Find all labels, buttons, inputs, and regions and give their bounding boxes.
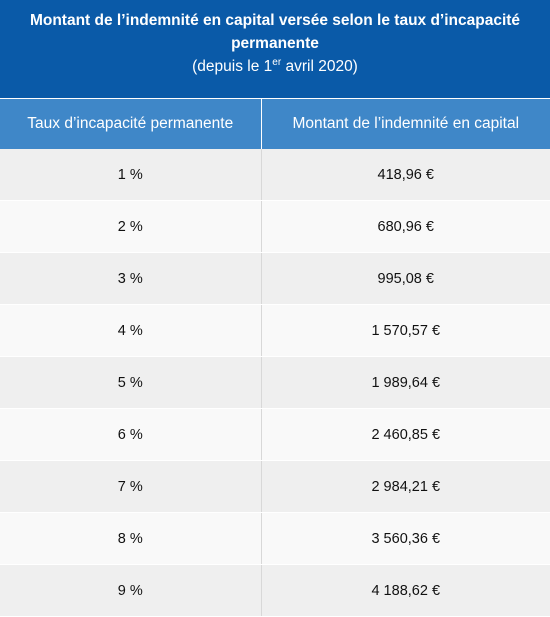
header-montant: Montant de l’indemnité en capital (261, 99, 550, 149)
table-row: 4 % 1 570,57 € (0, 304, 550, 357)
cell-montant: 1 570,57 € (261, 304, 550, 357)
cell-montant: 4 188,62 € (261, 564, 550, 617)
cell-taux: 7 % (0, 460, 262, 513)
cell-montant: 995,08 € (261, 252, 550, 305)
cell-montant: 2 460,85 € (261, 408, 550, 461)
header-taux: Taux d’incapacité permanente (0, 99, 262, 149)
title-line-2: permanente (231, 35, 319, 52)
table-row: 5 % 1 989,64 € (0, 356, 550, 409)
table-row: 2 % 680,96 € (0, 200, 550, 253)
cell-taux: 9 % (0, 564, 262, 617)
cell-montant: 2 984,21 € (261, 460, 550, 513)
table-title: Montant de l’indemnité en capital versée… (0, 0, 550, 99)
cell-taux: 4 % (0, 304, 262, 357)
cell-taux: 1 % (0, 149, 262, 201)
cell-montant: 418,96 € (261, 149, 550, 201)
title-date-superscript: er (272, 57, 282, 68)
table-row: 6 % 2 460,85 € (0, 408, 550, 461)
table-row: 1 % 418,96 € (0, 149, 550, 201)
cell-montant: 1 989,64 € (261, 356, 550, 409)
indemnity-table: Taux d’incapacité permanente Montant de … (0, 99, 550, 617)
title-date-suffix: avril 2020) (281, 58, 358, 75)
cell-taux: 3 % (0, 252, 262, 305)
cell-montant: 680,96 € (261, 200, 550, 253)
table-row: 9 % 4 188,62 € (0, 564, 550, 617)
table-header-row: Taux d’incapacité permanente Montant de … (0, 99, 550, 149)
table-row: 3 % 995,08 € (0, 252, 550, 305)
table-row: 7 % 2 984,21 € (0, 460, 550, 513)
cell-taux: 5 % (0, 356, 262, 409)
cell-taux: 6 % (0, 408, 262, 461)
title-line-1: Montant de l’indemnité en capital versée… (29, 12, 521, 29)
table-row: 8 % 3 560,36 € (0, 512, 550, 565)
cell-montant: 3 560,36 € (261, 512, 550, 565)
cell-taux: 8 % (0, 512, 262, 565)
title-date-prefix: (depuis le 1 (192, 58, 273, 75)
title-line-3: (depuis le 1er avril 2020) (0, 55, 550, 78)
cell-taux: 2 % (0, 200, 262, 253)
